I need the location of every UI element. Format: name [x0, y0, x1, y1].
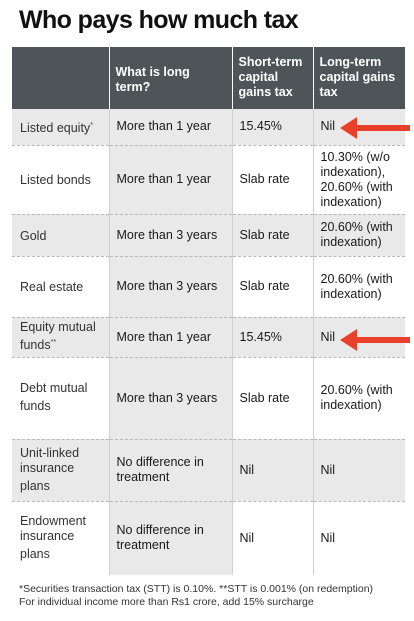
asset-label: Equity mutual funds: [20, 320, 96, 353]
asset-label: Real estate: [20, 280, 84, 295]
table-row: Equity mutual funds** More than 1 year 1…: [12, 316, 405, 357]
table-row: Listed bonds More than 1 year Slab rate …: [12, 144, 405, 214]
asset-label: Listed bonds: [20, 173, 91, 188]
asset-label: Endowment insurance plans: [20, 514, 87, 562]
table-row: Real estate More than 3 years Slab rate …: [12, 255, 405, 317]
long-term-cell: No difference in treatment: [108, 500, 232, 575]
stcg-cell: Nil: [231, 438, 313, 501]
page-title: Who pays how much tax: [19, 6, 299, 34]
long-term-cell: More than 1 year: [108, 316, 232, 357]
footnotes: *Securities transaction tax (STT) is 0.1…: [19, 583, 409, 609]
long-term-cell: More than 3 years: [108, 356, 232, 439]
stcg-cell: 15.45%: [231, 316, 313, 357]
asset-cell: Listed equity*: [12, 109, 109, 145]
header-stcg: Short-term capital gains tax: [231, 47, 313, 109]
table-row: Endowment insurance plans No difference …: [12, 500, 405, 575]
asset-cell: Gold: [12, 213, 109, 256]
tax-table: What is long term? Short-term capital ga…: [12, 47, 405, 575]
stcg-cell: Slab rate: [231, 213, 313, 256]
table-row: Gold More than 3 years Slab rate 20.60% …: [12, 213, 405, 256]
table-row: Unit-linked insurance plans No differenc…: [12, 438, 405, 501]
footnote-mark: *: [90, 121, 93, 129]
table-header-row: What is long term? Short-term capital ga…: [12, 47, 405, 109]
long-term-cell: More than 1 year: [108, 144, 232, 214]
arrow-left-icon: [340, 329, 410, 351]
asset-label: Unit-linked insurance plans: [20, 445, 80, 494]
header-asset: [12, 47, 109, 109]
long-term-cell: More than 1 year: [108, 109, 232, 145]
ltcg-cell: 20.60% (with indexation): [312, 356, 405, 439]
stcg-cell: Slab rate: [231, 356, 313, 439]
table-row: Listed equity* More than 1 year 15.45% N…: [12, 109, 405, 145]
long-term-cell: More than 3 years: [108, 213, 232, 256]
stcg-cell: Slab rate: [231, 255, 313, 317]
long-term-cell: No difference in treatment: [108, 438, 232, 501]
ltcg-cell: 10.30% (w/o indexation), 20.60% (with in…: [312, 144, 405, 214]
long-term-cell: More than 3 years: [108, 255, 232, 317]
asset-cell: Debt mutual funds: [12, 356, 109, 439]
footnote-mark: **: [50, 339, 57, 347]
ltcg-cell: 20.60% (with indexation): [312, 255, 405, 317]
header-long-term: What is long term?: [108, 47, 232, 109]
ltcg-cell: Nil: [312, 500, 405, 575]
asset-cell: Endowment insurance plans: [12, 500, 109, 575]
asset-label: Listed equity: [20, 120, 91, 135]
asset-label: Debt mutual funds: [20, 381, 88, 414]
asset-cell: Real estate: [12, 255, 109, 317]
ltcg-cell: 20.60% (with indexation): [312, 213, 405, 256]
header-ltcg: Long-term capital gains tax: [312, 47, 405, 109]
stcg-cell: Slab rate: [231, 144, 313, 214]
stcg-cell: 15.45%: [231, 109, 313, 145]
asset-cell: Listed bonds: [12, 144, 109, 214]
asset-cell: Equity mutual funds**: [12, 316, 109, 357]
footnote-stt: *Securities transaction tax (STT) is 0.1…: [19, 583, 374, 595]
footnote-surcharge: For individual income more than Rs1 cror…: [19, 596, 314, 608]
ltcg-cell: Nil: [312, 438, 405, 501]
asset-cell: Unit-linked insurance plans: [12, 438, 109, 501]
arrow-left-icon: [340, 117, 410, 139]
stcg-cell: Nil: [231, 500, 313, 575]
asset-label: Gold: [20, 229, 47, 244]
table-row: Debt mutual funds More than 3 years Slab…: [12, 356, 405, 439]
